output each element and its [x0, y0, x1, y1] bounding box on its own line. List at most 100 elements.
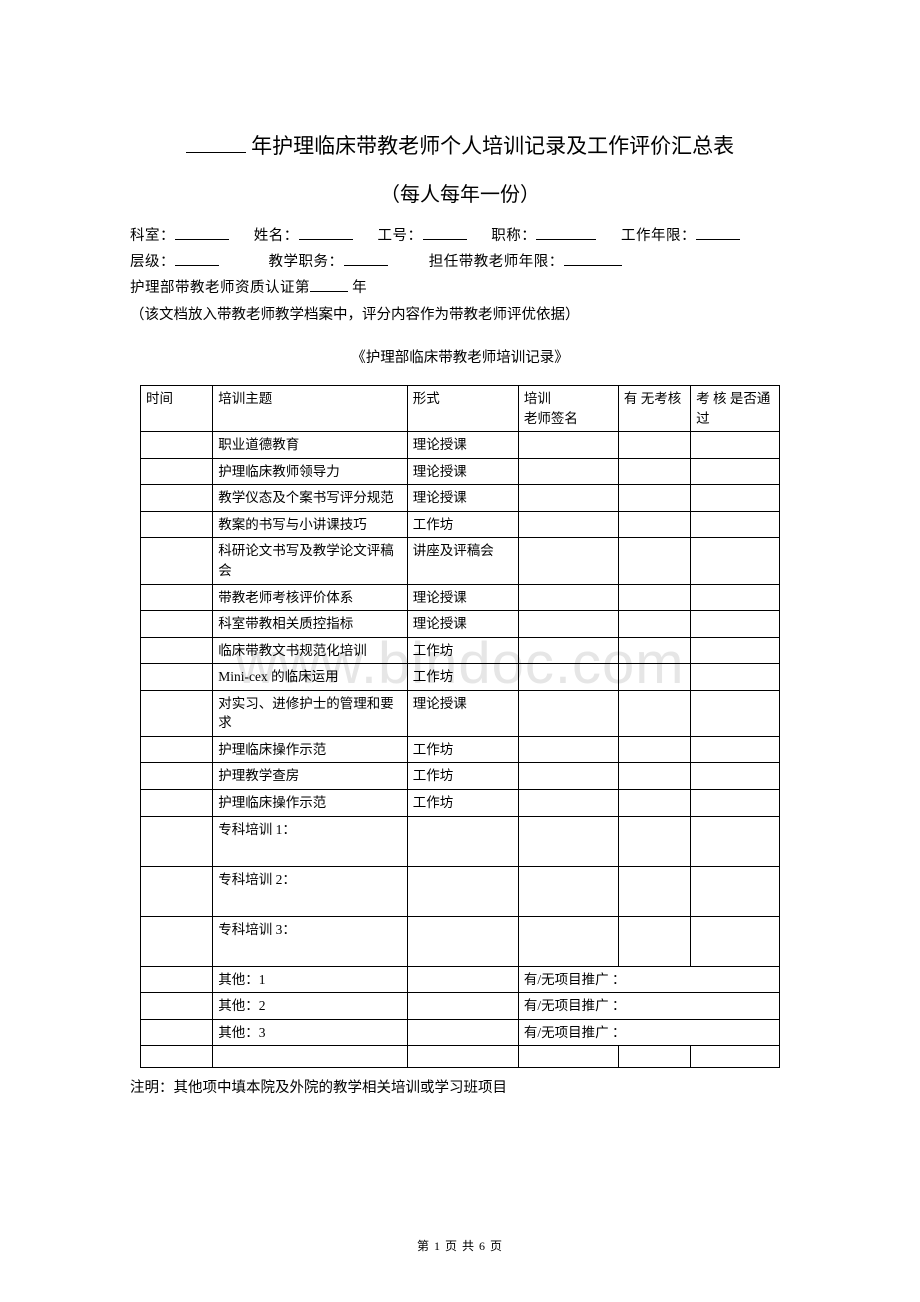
table-cell: 其他：1 [213, 966, 407, 993]
table-cell [518, 690, 618, 736]
info-line-2: 层级： 教学职务： 担任带教老师年限： [130, 249, 790, 275]
table-row: 专科培训 1： [141, 816, 780, 866]
cell-empty [518, 1046, 618, 1068]
table-cell [518, 790, 618, 817]
table-cell: Mini-cex 的临床运用 [213, 664, 407, 691]
table-cell: 教案的书写与小讲课技巧 [213, 511, 407, 538]
table-cell [618, 790, 690, 817]
table-cell [618, 637, 690, 664]
table-cell: 带教老师考核评价体系 [213, 584, 407, 611]
table-row-other: 其他：1有/无项目推广 ： [141, 966, 780, 993]
table-cell [618, 432, 690, 459]
table-row-other: 其他：2 有/无项目推广 ： [141, 993, 780, 1020]
table-cell: 工作坊 [407, 637, 518, 664]
table-cell: 职业道德教育 [213, 432, 407, 459]
table-cell [618, 816, 690, 866]
table-cell [691, 664, 780, 691]
table-row-other: 其他：3有/无项目推广 ： [141, 1019, 780, 1046]
cell-empty [691, 1046, 780, 1068]
table-cell [407, 916, 518, 966]
table-cell [618, 736, 690, 763]
table-cell: 护理教学查房 [213, 763, 407, 790]
table-cell [141, 1019, 213, 1046]
table-cell [141, 690, 213, 736]
th-topic: 培训主题 [213, 386, 407, 432]
table-cell [618, 584, 690, 611]
table-cell [518, 866, 618, 916]
table-cell [141, 993, 213, 1020]
table-cell: 理论授课 [407, 690, 518, 736]
table-cell [407, 816, 518, 866]
table-cell [518, 538, 618, 584]
table-cell: 护理临床教师领导力 [213, 458, 407, 485]
table-row: 带教老师考核评价体系理论授课 [141, 584, 780, 611]
table-cell [618, 538, 690, 584]
table-cell [691, 584, 780, 611]
table-cell: 工作坊 [407, 790, 518, 817]
table-cell-merged: 有/无项目推广 ： [518, 1019, 779, 1046]
table-cell [691, 511, 780, 538]
table-cell [691, 916, 780, 966]
dept-blank [175, 226, 229, 241]
table-cell [691, 690, 780, 736]
level-blank [175, 252, 219, 267]
table-cell: 理论授课 [407, 485, 518, 512]
cell-empty [618, 1046, 690, 1068]
table-row: 专科培训 3： [141, 916, 780, 966]
table-cell [141, 432, 213, 459]
table-cell: 专科培训 1： [213, 816, 407, 866]
table-cell: 其他：2 [213, 993, 407, 1020]
table-cell: 临床带教文书规范化培训 [213, 637, 407, 664]
table-cell [618, 485, 690, 512]
cell-empty [213, 1046, 407, 1068]
table-cell [691, 763, 780, 790]
title-text: 年护理临床带教老师个人培训记录及工作评价汇总表 [251, 134, 734, 158]
cell-empty [141, 1046, 213, 1068]
table-cell [691, 611, 780, 638]
table-row: 对实习、进修护士的管理和要求理论授课 [141, 690, 780, 736]
table-cell [618, 511, 690, 538]
teachyears-label: 担任带教老师年限： [429, 254, 564, 270]
table-row-empty [141, 1046, 780, 1068]
year-blank [186, 132, 246, 153]
table-row: 教案的书写与小讲课技巧工作坊 [141, 511, 780, 538]
footnote: 注明：其他项中填本院及外院的教学相关培训或学习班项目 [130, 1076, 790, 1097]
th-form: 形式 [407, 386, 518, 432]
table-cell-merged: 有/无项目推广 ： [518, 993, 779, 1020]
table-cell [518, 816, 618, 866]
empno-blank [423, 226, 467, 241]
table-cell [518, 736, 618, 763]
table-cell: 工作坊 [407, 736, 518, 763]
table-cell [518, 763, 618, 790]
table-cell [141, 458, 213, 485]
table-row: Mini-cex 的临床运用工作坊 [141, 664, 780, 691]
training-table: 时间 培训主题 形式 培训老师签名 有 无考核 考 核 是否通过 职业道德教育理… [140, 385, 780, 1068]
table-header-row: 时间 培训主题 形式 培训老师签名 有 无考核 考 核 是否通过 [141, 386, 780, 432]
name-blank [299, 226, 353, 241]
table-cell: 护理临床操作示范 [213, 790, 407, 817]
table-row: 护理临床操作示范工作坊 [141, 790, 780, 817]
th-sign: 培训老师签名 [518, 386, 618, 432]
empno-label: 工号： [378, 228, 423, 244]
table-cell [141, 538, 213, 584]
table-cell [518, 511, 618, 538]
years-blank [696, 226, 740, 241]
archive-note: （该文档放入带教老师教学档案中，评分内容作为带教老师评优依据） [130, 303, 790, 324]
cell-empty [407, 1046, 518, 1068]
table-cell [691, 790, 780, 817]
table-cell: 教学仪态及个案书写评分规范 [213, 485, 407, 512]
cert-suffix: 年 [352, 280, 367, 296]
table-cell [141, 511, 213, 538]
table-cell [691, 538, 780, 584]
name-label: 姓名： [254, 228, 299, 244]
table-row: 临床带教文书规范化培训工作坊 [141, 637, 780, 664]
table-row: 教学仪态及个案书写评分规范理论授课 [141, 485, 780, 512]
table-cell [618, 664, 690, 691]
table-cell [691, 736, 780, 763]
table-cell [141, 763, 213, 790]
table-cell [691, 816, 780, 866]
page-number: 第 1 页 共 6 页 [0, 1237, 920, 1254]
teachrole-label: 教学职务： [269, 254, 344, 270]
table-cell [518, 637, 618, 664]
table-row: 科研论文书写及教学论文评稿会讲座及评稿会 [141, 538, 780, 584]
